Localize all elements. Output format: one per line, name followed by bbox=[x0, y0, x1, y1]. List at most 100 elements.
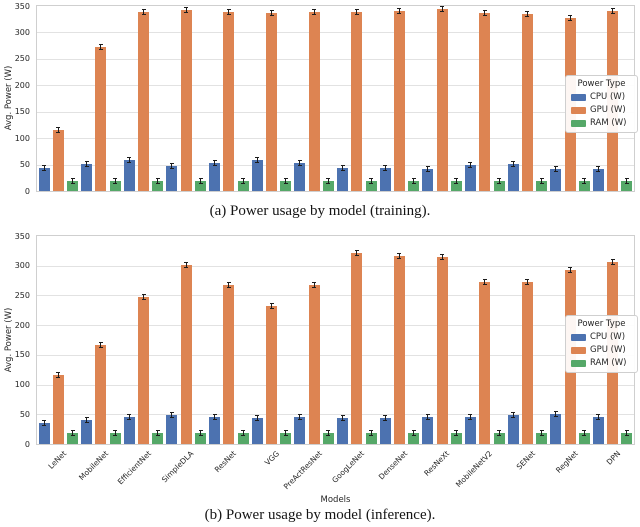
bar-cpu-w-lenet bbox=[38, 422, 50, 444]
x-tick-label: MobileNet bbox=[77, 449, 111, 483]
bar-ram-w-senet bbox=[536, 180, 548, 191]
error-bar bbox=[482, 279, 487, 286]
legend-label: GPU (W) bbox=[590, 345, 626, 355]
error-bar bbox=[482, 10, 487, 17]
error-bar bbox=[241, 430, 246, 437]
caption-b: (b) Power usage by model (inference). bbox=[204, 507, 436, 523]
legend-title: Power Type bbox=[577, 79, 626, 89]
bar-ram-w-preactresnet bbox=[322, 433, 334, 444]
error-bar bbox=[269, 9, 274, 16]
bar-ram-w-regnet bbox=[578, 180, 590, 191]
error-bar bbox=[98, 341, 103, 348]
y-tick-label: 350 bbox=[14, 1, 30, 11]
error-bar bbox=[454, 430, 459, 437]
bar-gpu-w-mobilenet bbox=[95, 344, 107, 444]
bar-gpu-w-lenet bbox=[52, 375, 64, 444]
bar-gpu-w-senet bbox=[521, 14, 533, 191]
gridline bbox=[37, 58, 634, 60]
x-tick-label: LeNet bbox=[45, 449, 68, 471]
gridline bbox=[37, 325, 634, 327]
gridline bbox=[37, 111, 634, 113]
legend-item: GPU (W) bbox=[571, 105, 632, 115]
error-bar bbox=[84, 160, 89, 167]
bar-gpu-w-efficientnet bbox=[138, 297, 150, 444]
y-tick-label: 350 bbox=[14, 231, 30, 241]
error-bar bbox=[369, 430, 374, 437]
legend-label: GPU (W) bbox=[590, 105, 626, 115]
legend-swatch bbox=[571, 333, 586, 341]
error-bar bbox=[326, 177, 331, 184]
error-bar bbox=[624, 177, 629, 184]
error-bar bbox=[411, 430, 416, 437]
error-bar bbox=[70, 177, 75, 184]
legend-label: RAM (W) bbox=[590, 358, 627, 368]
bar-cpu-w-preactresnet bbox=[294, 417, 306, 444]
bar-ram-w-densenet bbox=[408, 433, 420, 444]
error-bar bbox=[354, 249, 359, 256]
bar-cpu-w-preactresnet bbox=[294, 163, 306, 191]
legend-swatch bbox=[571, 346, 586, 354]
error-bar bbox=[624, 430, 629, 437]
bar-gpu-w-preactresnet bbox=[308, 285, 320, 444]
bar-gpu-w-googlenet bbox=[351, 252, 363, 444]
bar-cpu-w-vgg bbox=[251, 159, 263, 191]
bar-ram-w-lenet bbox=[67, 180, 79, 191]
error-bar bbox=[497, 177, 502, 184]
bar-ram-w-vgg bbox=[280, 180, 292, 191]
y-axis-label: Avg. Power (W) bbox=[4, 307, 14, 373]
legend: Power Type CPU (W) GPU (W) RAM (W) bbox=[565, 315, 638, 373]
y-tick-label: 100 bbox=[14, 380, 30, 390]
error-bar bbox=[198, 430, 203, 437]
bar-cpu-w-dpn bbox=[592, 169, 604, 191]
bar-gpu-w-resnext bbox=[436, 256, 448, 444]
bar-cpu-w-mobilenet bbox=[81, 419, 93, 444]
error-bar bbox=[440, 253, 445, 260]
bar-ram-w-simpledla bbox=[195, 180, 207, 191]
error-bar bbox=[226, 282, 231, 289]
bar-cpu-w-dpn bbox=[592, 417, 604, 444]
error-bar bbox=[127, 156, 132, 163]
bar-ram-w-googlenet bbox=[365, 433, 377, 444]
bar-ram-w-lenet bbox=[67, 433, 79, 444]
error-bar bbox=[297, 414, 302, 421]
bar-cpu-w-resnet bbox=[209, 163, 221, 191]
legend-swatch bbox=[571, 119, 586, 127]
error-bar bbox=[84, 416, 89, 423]
bar-gpu-w-simpledla bbox=[180, 10, 192, 191]
error-bar bbox=[326, 430, 331, 437]
bar-ram-w-efficientnet bbox=[152, 180, 164, 191]
error-bar bbox=[582, 430, 587, 437]
gridline bbox=[37, 384, 634, 386]
bar-cpu-w-densenet bbox=[379, 167, 391, 191]
bar-cpu-w-resnext bbox=[422, 169, 434, 191]
error-bar bbox=[511, 412, 516, 419]
bar-gpu-w-vgg bbox=[266, 306, 278, 444]
bar-cpu-w-densenet bbox=[379, 417, 391, 444]
error-bar bbox=[42, 419, 47, 426]
legend-entries: CPU (W) GPU (W) RAM (W) bbox=[571, 332, 632, 368]
legend-item: RAM (W) bbox=[571, 358, 632, 368]
y-tick-label: 200 bbox=[14, 80, 30, 90]
error-bar bbox=[169, 163, 174, 170]
error-bar bbox=[610, 258, 615, 265]
gridline bbox=[37, 414, 634, 416]
bar-gpu-w-mobilenet bbox=[95, 46, 107, 191]
error-bar bbox=[113, 177, 118, 184]
bar-gpu-w-densenet bbox=[393, 256, 405, 444]
x-tick-label: DenseNet bbox=[376, 449, 409, 482]
bar-cpu-w-regnet bbox=[550, 168, 562, 191]
error-bar bbox=[113, 430, 118, 437]
error-bar bbox=[497, 430, 502, 437]
error-bar bbox=[596, 166, 601, 173]
error-bar bbox=[226, 9, 231, 16]
error-bar bbox=[42, 165, 47, 172]
bar-ram-w-densenet bbox=[408, 180, 420, 191]
x-tick-label: ResNet bbox=[213, 449, 239, 475]
bar-gpu-w-resnet bbox=[223, 12, 235, 191]
y-tick-label: 50 bbox=[19, 160, 30, 170]
error-bar bbox=[127, 413, 132, 420]
gridline bbox=[37, 265, 634, 267]
bar-gpu-w-mobilenetv2 bbox=[479, 282, 491, 444]
bar-ram-w-resnext bbox=[450, 180, 462, 191]
